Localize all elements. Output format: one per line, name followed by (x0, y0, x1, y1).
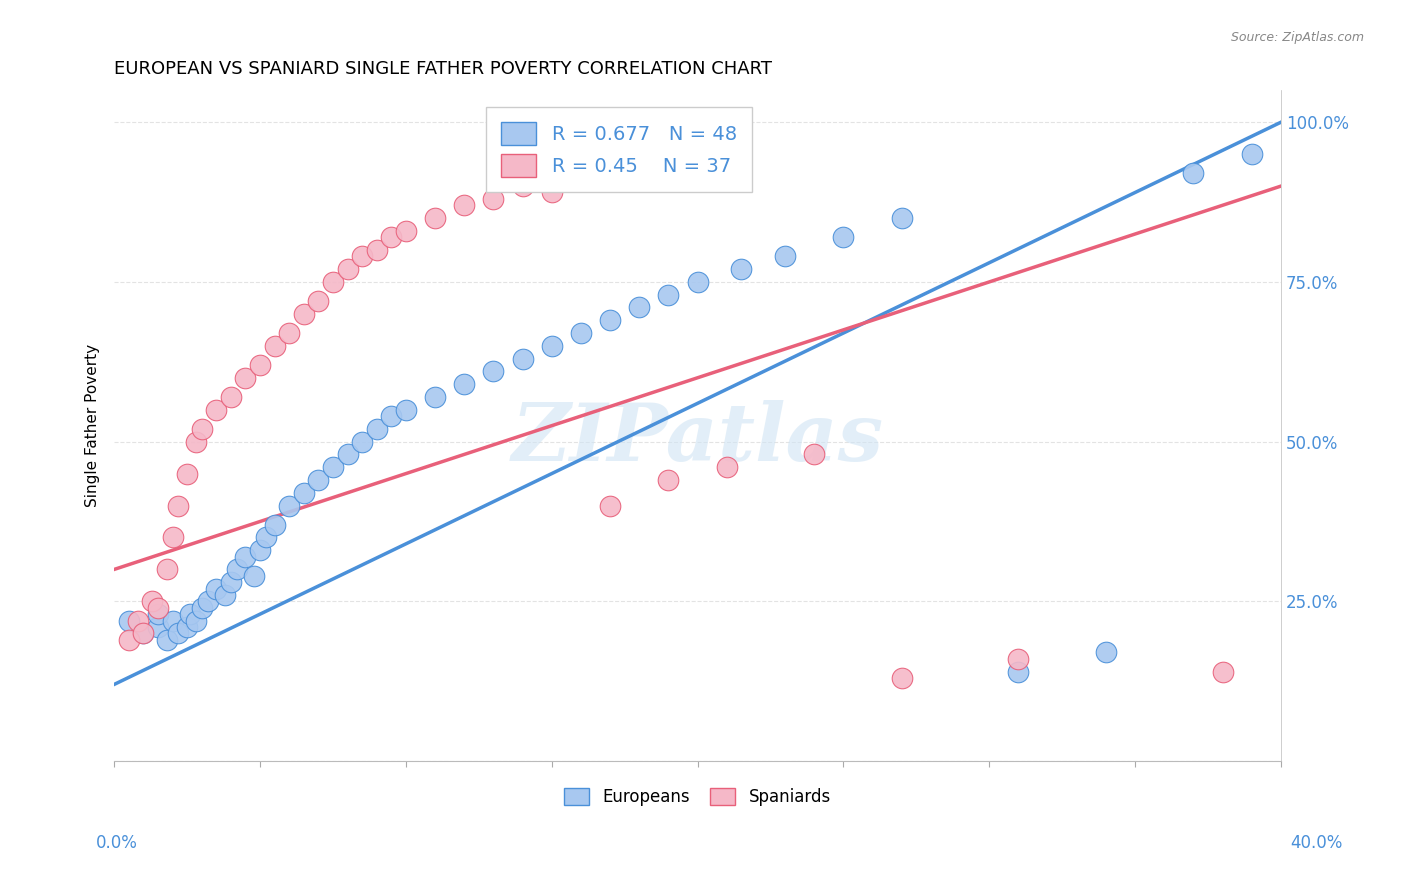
Point (205, 582, 228, 596)
Point (219, 575, 242, 590)
Point (118, 632, 141, 647)
Point (1212, 665, 1234, 679)
Point (716, 460, 738, 475)
Point (395, 224, 418, 238)
Point (423, 390, 446, 404)
Point (156, 632, 179, 647)
Point (190, 422, 212, 436)
Point (146, 600, 169, 615)
Point (146, 620, 169, 634)
Point (540, 339, 562, 353)
Point (352, 434, 374, 449)
Point (1240, 147, 1263, 161)
Point (657, 287, 679, 301)
Point (184, 614, 207, 628)
Point (599, 313, 621, 327)
Point (292, 307, 315, 321)
Point (278, 326, 301, 340)
Point (292, 485, 315, 500)
Point (569, 326, 592, 340)
Point (235, 549, 257, 564)
Point (214, 588, 236, 602)
Point (1182, 166, 1205, 180)
Point (225, 562, 247, 576)
Point (336, 447, 359, 461)
Point (336, 262, 359, 277)
Point (278, 499, 301, 513)
Point (179, 607, 201, 621)
Point (249, 358, 271, 372)
Point (832, 230, 855, 244)
Point (395, 402, 418, 417)
Point (453, 198, 475, 212)
Point (380, 230, 402, 244)
Point (263, 517, 285, 532)
Point (205, 402, 228, 417)
Point (132, 626, 155, 640)
Point (380, 409, 402, 423)
Point (890, 671, 912, 685)
Point (1007, 665, 1029, 679)
Point (219, 390, 242, 404)
Point (423, 211, 446, 225)
Point (352, 249, 374, 263)
Point (1007, 652, 1029, 666)
Point (512, 351, 534, 366)
Point (254, 531, 277, 545)
Point (156, 562, 179, 576)
Point (599, 499, 621, 513)
Point (1095, 645, 1118, 659)
Point (184, 434, 207, 449)
Text: 0.0%: 0.0% (96, 834, 138, 852)
Point (657, 473, 679, 487)
Point (167, 626, 190, 640)
Point (167, 499, 190, 513)
Point (190, 600, 212, 615)
Point (162, 531, 184, 545)
Point (243, 569, 266, 583)
Point (249, 543, 271, 558)
Point (322, 275, 344, 289)
Point (453, 377, 475, 392)
Point (127, 614, 149, 628)
Point (773, 249, 796, 263)
Y-axis label: Single Father Poverty: Single Father Poverty (86, 344, 100, 508)
Point (118, 614, 141, 628)
Point (512, 179, 534, 194)
Point (730, 262, 752, 277)
Point (307, 473, 329, 487)
Point (322, 460, 344, 475)
Point (235, 370, 257, 384)
Legend: Europeans, Spaniards: Europeans, Spaniards (558, 781, 838, 814)
Text: EUROPEAN VS SPANIARD SINGLE FATHER POVERTY CORRELATION CHART: EUROPEAN VS SPANIARD SINGLE FATHER POVER… (114, 60, 772, 78)
Text: ZIPatlas: ZIPatlas (512, 401, 883, 478)
Point (176, 620, 198, 634)
Point (890, 211, 912, 225)
Point (132, 626, 155, 640)
Point (307, 294, 329, 309)
Point (141, 594, 163, 608)
Point (482, 192, 505, 206)
Point (146, 607, 169, 621)
Point (162, 614, 184, 628)
Point (540, 186, 562, 200)
Point (803, 447, 825, 461)
Point (366, 243, 388, 257)
Point (176, 467, 198, 481)
Text: Source: ZipAtlas.com: Source: ZipAtlas.com (1230, 31, 1364, 45)
Point (628, 301, 651, 315)
Text: 40.0%: 40.0% (1291, 834, 1343, 852)
Point (263, 339, 285, 353)
Point (686, 275, 709, 289)
Point (366, 422, 388, 436)
Point (197, 594, 219, 608)
Point (482, 364, 505, 378)
